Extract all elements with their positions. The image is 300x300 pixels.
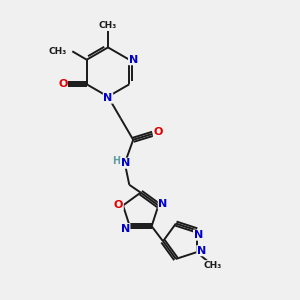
Text: H: H bbox=[112, 156, 121, 166]
Text: N: N bbox=[129, 55, 138, 65]
Text: CH₃: CH₃ bbox=[203, 261, 221, 270]
Text: O: O bbox=[58, 79, 68, 89]
Text: N: N bbox=[121, 158, 130, 168]
Text: N: N bbox=[197, 246, 206, 256]
Text: O: O bbox=[153, 127, 163, 137]
Text: N: N bbox=[103, 93, 112, 103]
Text: CH₃: CH₃ bbox=[99, 21, 117, 30]
Text: CH₃: CH₃ bbox=[49, 47, 67, 56]
Text: O: O bbox=[114, 200, 123, 210]
Text: N: N bbox=[121, 224, 130, 234]
Text: N: N bbox=[194, 230, 203, 240]
Text: N: N bbox=[158, 199, 167, 209]
